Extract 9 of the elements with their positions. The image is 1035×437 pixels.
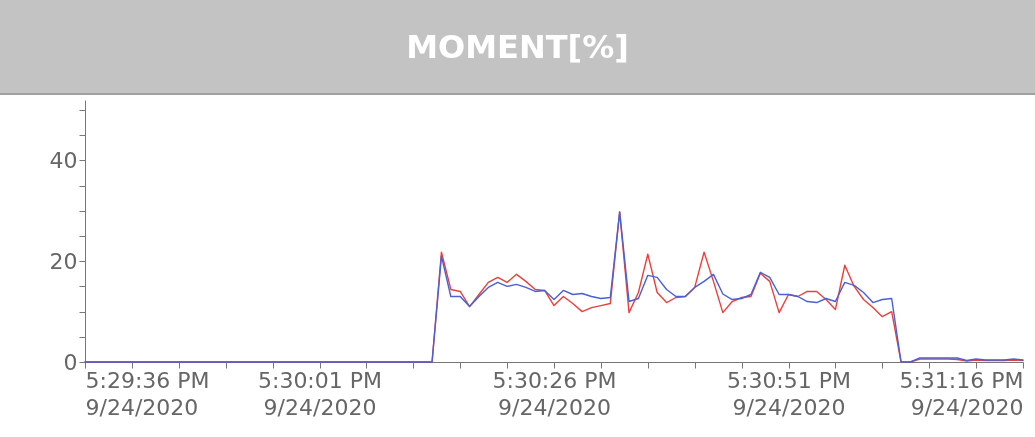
x-tick-label: 5:31:16 PM 9/24/2020	[899, 367, 1024, 420]
x-tick-label: 5:30:26 PM 9/24/2020	[492, 367, 617, 420]
y-tick-label: 40	[49, 147, 78, 173]
x-tick-label: 5:29:36 PM 9/24/2020	[85, 367, 210, 420]
x-tick-label: 5:30:51 PM 9/24/2020	[726, 367, 852, 420]
x-tick-label: 5:30:01 PM 9/24/2020	[257, 367, 383, 420]
chart-title: MOMENT[%]	[0, 0, 1035, 95]
y-tick-label: 0	[63, 349, 78, 375]
y-tick-label: 20	[49, 248, 78, 274]
